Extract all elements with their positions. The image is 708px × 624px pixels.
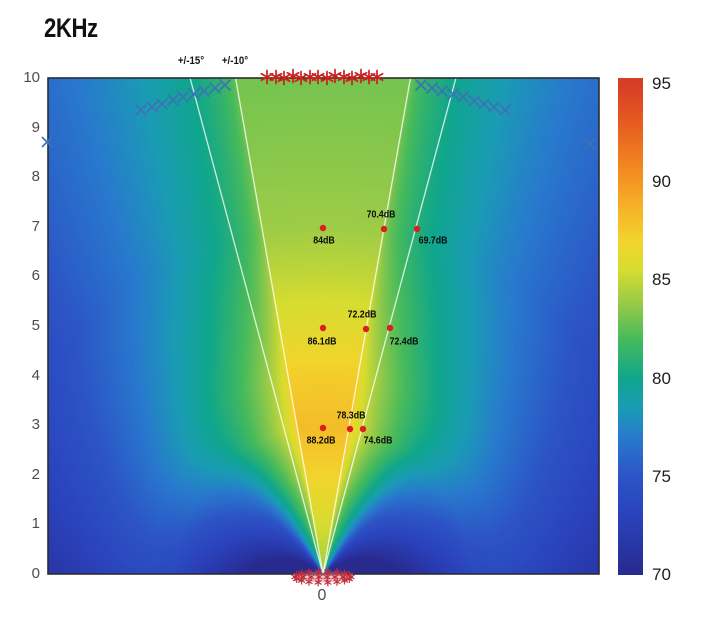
origin-array-marker [333, 577, 341, 586]
origin-array-marker [340, 576, 349, 585]
y-axis-tick-label: 8 [31, 168, 40, 186]
origin-array-marker [323, 572, 331, 582]
y-axis-tick-label: 6 [31, 267, 40, 285]
spl-annotation-label: 72.4dB [389, 336, 419, 348]
origin-array-marker [347, 572, 355, 582]
y-axis-tick-label: 0 [31, 565, 40, 582]
origin-array-marker [331, 572, 339, 582]
origin-array-marker [339, 572, 347, 582]
colorbar-tick-label: 75 [652, 466, 671, 486]
origin-array-marker [307, 572, 315, 582]
colorbar-tick-label: 80 [652, 368, 671, 388]
origin-array-marker [299, 572, 307, 582]
spl-annotation-label: 86.1dB [307, 336, 337, 348]
y-axis-tick-label: 1 [31, 515, 40, 533]
origin-array-marker [297, 576, 306, 585]
spl-annotation-label: 69.7dB [418, 235, 448, 247]
colorbar-tick-label: 95 [652, 73, 671, 93]
spl-annotation-label: 72.2dB [347, 309, 377, 321]
origin-array-marker [291, 572, 299, 582]
spl-annotation-label: 78.3dB [336, 410, 366, 422]
angle-label-10: +/-10° [221, 55, 249, 67]
y-axis-tick-label: 2 [31, 465, 40, 483]
origin-array-marker [324, 578, 332, 587]
y-axis-tick-label: 5 [31, 317, 40, 334]
y-axis-tick-label: 9 [31, 118, 40, 136]
y-axis-tick-label: 10 [23, 69, 40, 86]
heatmap-canvas [48, 78, 599, 574]
colorbar-tick-label: 90 [652, 172, 671, 192]
origin-array-marker [293, 574, 301, 583]
spl-annotation-label: 84dB [313, 235, 335, 247]
y-axis-tick-label: 4 [31, 366, 40, 384]
spl-annotation-label: 74.6dB [363, 435, 393, 447]
chart-title: 2KHz [44, 13, 98, 43]
colorbar [618, 78, 643, 575]
origin-array-marker [314, 578, 322, 587]
origin-array-marker [305, 577, 313, 586]
origin-array-marker [315, 572, 323, 582]
origin-array-marker [345, 574, 353, 583]
x-axis-tick-label: 0 [317, 587, 327, 604]
colorbar-tick-label: 85 [652, 270, 671, 290]
y-axis-tick-label: 7 [31, 217, 40, 235]
colorbar-tick-label: 70 [652, 565, 671, 584]
spl-annotation-label: 88.2dB [306, 435, 336, 447]
spl-annotation-label: 70.4dB [366, 209, 396, 221]
angle-label-15: +/-15° [177, 55, 205, 67]
y-axis-tick-label: 3 [31, 416, 40, 434]
